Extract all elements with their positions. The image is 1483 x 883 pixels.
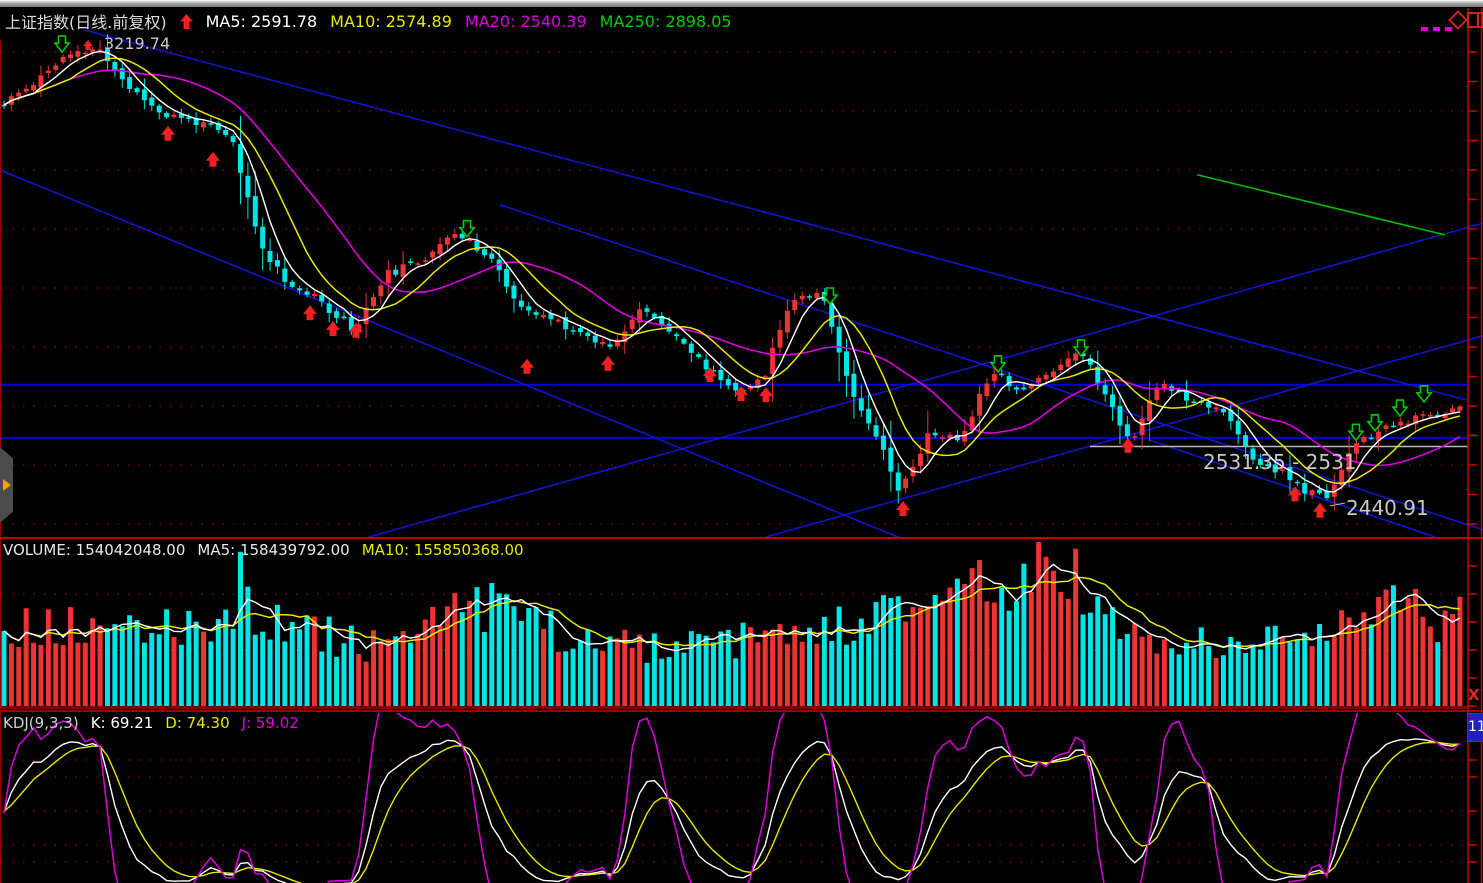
kdj-indicator-name: KDJ(9,3,3) [3,714,79,732]
volume-panel-layer [1,542,1468,707]
expand-arrow-icon [2,479,11,491]
ellipsis-icon[interactable] [1421,27,1452,31]
window-restore-icon[interactable] [1467,12,1483,28]
kdj-header: KDJ(9,3,3) K: 69.21 D: 74.30 J: 59.02 [3,714,299,732]
kdj-k-value: K: 69.21 [90,714,154,732]
kdj-panel-layer [2,713,1468,883]
low-price-label: 2440.91 [1346,496,1429,520]
ma20-value: MA20: 2540.39 [464,11,587,31]
volume-header: VOLUME: 154042048.00 MA5: 158439792.00 M… [3,541,524,559]
chart-header: 上证指数(日线.前复权) MA5: 2591.78 MA10: 2574.89 … [5,9,732,33]
volume-value: VOLUME: 154042048.00 [3,541,186,559]
ma10-value: MA10: 2574.89 [330,11,452,31]
volume-ma10-value: MA10: 155850368.00 [361,541,524,559]
window-title-strip[interactable] [0,0,1483,7]
close-icon[interactable]: X [1468,686,1480,704]
price-panel-layer [0,29,1483,537]
kdj-j-value: J: 59.02 [241,714,299,732]
keyboard-input-badge: 11 [1467,713,1483,742]
symbol-title: 上证指数(日线.前复权) [5,13,167,32]
price-range-label: 2531.35 - 2531 [1203,450,1357,474]
ma5-value: MA5: 2591.78 [205,11,318,31]
sidebar-expand-handle[interactable] [0,447,13,523]
peak-price-label: 3219.74 [104,34,171,53]
kdj-d-value: D: 74.30 [165,714,230,732]
volume-ma5-value: MA5: 158439792.00 [197,541,350,559]
ma250-value: MA250: 2898.05 [599,11,732,31]
restore-icon-divider [1477,14,1479,26]
up-arrow-icon [179,13,193,29]
